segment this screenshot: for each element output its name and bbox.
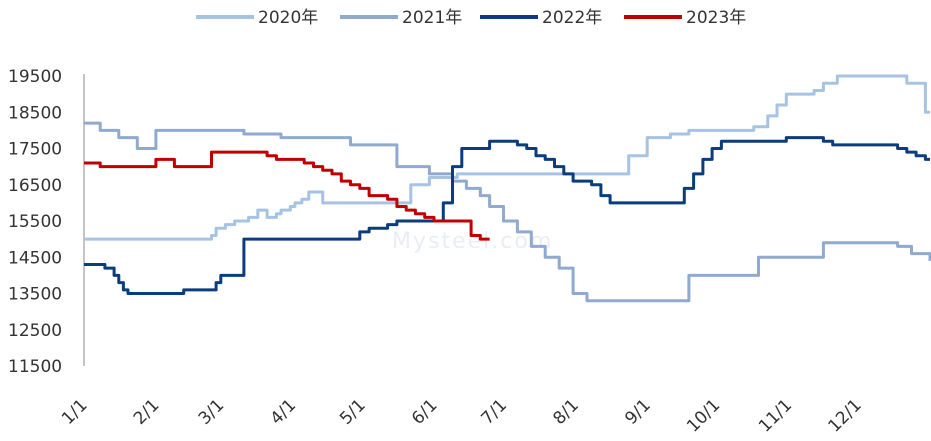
x-tick-label: 7/1 bbox=[478, 395, 511, 428]
x-tick-label: 12/1 bbox=[825, 395, 866, 436]
series-line bbox=[84, 150, 490, 241]
y-tick-label: 19500 bbox=[8, 67, 62, 87]
series-line bbox=[84, 74, 930, 241]
legend-label: 2023年 bbox=[686, 8, 746, 28]
y-tick-label: 11500 bbox=[8, 357, 62, 377]
y-tick-label: 13500 bbox=[8, 285, 62, 305]
x-tick-label: 2/1 bbox=[130, 395, 163, 428]
y-axis: 19500 18500 17500 16500 15500 14500 13500 12500… bbox=[8, 67, 85, 377]
y-tick-label: 18500 bbox=[8, 103, 62, 123]
x-tick-label: 9/1 bbox=[621, 395, 654, 428]
legend-label: 2020年 bbox=[258, 8, 318, 28]
y-tick-label: 16500 bbox=[8, 176, 62, 196]
x-tick-label: 4/1 bbox=[267, 395, 300, 428]
y-tick-label: 12500 bbox=[8, 321, 62, 341]
legend-label: 2021年 bbox=[402, 8, 462, 28]
series-line bbox=[84, 121, 931, 303]
x-tick-label: 5/1 bbox=[336, 395, 369, 428]
x-tick-label: 3/1 bbox=[195, 395, 228, 428]
x-tick-label: 6/1 bbox=[408, 395, 441, 428]
y-tick-label: 15500 bbox=[8, 212, 62, 232]
x-tick-label: 1/1 bbox=[58, 395, 91, 428]
chart-legend: 2020年 2021年 2022年 2023年 bbox=[196, 8, 746, 28]
series-line bbox=[84, 136, 930, 295]
x-axis: 1/1 2/1 3/1 4/1 5/1 6/1 7/1 8/1 9/1 10/1 11/1 12/1 bbox=[58, 395, 866, 436]
series-layer bbox=[84, 74, 931, 303]
x-tick-label: 11/1 bbox=[755, 395, 796, 436]
x-tick-label: 10/1 bbox=[683, 395, 724, 436]
x-tick-label: 8/1 bbox=[549, 395, 582, 428]
y-tick-label: 17500 bbox=[8, 140, 62, 160]
y-tick-label: 14500 bbox=[8, 248, 62, 268]
legend-label: 2022年 bbox=[542, 8, 602, 28]
